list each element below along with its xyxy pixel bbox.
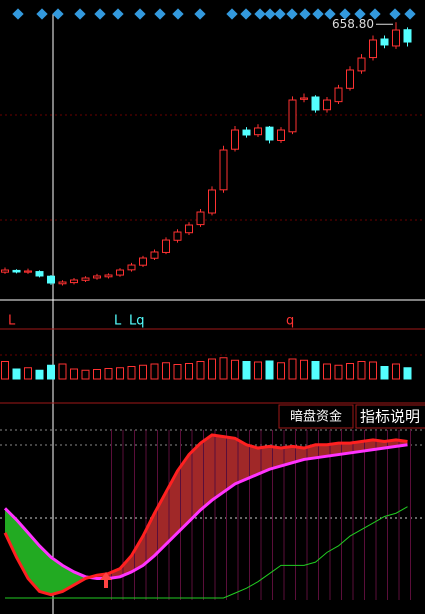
volume-bar: [323, 363, 331, 380]
button[interactable]: [355, 404, 425, 429]
candle-body: [311, 96, 320, 111]
volume-bar: [242, 361, 251, 380]
candle-body: [24, 270, 32, 273]
marker-icon: [12, 8, 24, 20]
pattern-marker: Lq: [129, 314, 145, 329]
candle-body: [380, 38, 389, 46]
volume-bar: [93, 369, 101, 380]
button-label[interactable]: 指标说明: [360, 408, 420, 426]
volume-bar: [139, 364, 147, 380]
candle-body: [35, 271, 44, 277]
volume-bar: [254, 361, 262, 380]
candle-body: [254, 127, 262, 136]
pattern-marker: q: [286, 314, 294, 329]
candle-body: [1, 269, 9, 273]
volume-bar: [24, 367, 32, 380]
candle-body: [323, 99, 331, 111]
volume-bar: [127, 366, 136, 380]
candle-body: [392, 29, 400, 47]
marker-icon: [36, 8, 48, 20]
volume-bar: [208, 358, 216, 380]
volume-bar: [300, 359, 308, 380]
candle-body: [139, 257, 147, 266]
volume-bar: [185, 363, 193, 380]
volume-bar: [277, 362, 285, 380]
candle-body: [12, 269, 21, 273]
volume-bar: [1, 361, 9, 380]
candle-body: [116, 269, 124, 276]
volume-bar: [12, 368, 21, 380]
volume-bar: [104, 368, 113, 380]
band-fill: [212, 435, 224, 501]
candle-body: [47, 275, 55, 284]
volume-bar: [380, 366, 389, 380]
candle-body: [242, 129, 251, 136]
max-label: 658.80: [332, 17, 374, 31]
candle-body: [265, 126, 274, 141]
candle-body: [104, 274, 113, 278]
candle-body: [334, 87, 343, 103]
candle-body: [231, 129, 239, 150]
candle-body: [196, 211, 205, 226]
volume-bar: [70, 368, 78, 380]
volume-bar: [334, 364, 343, 380]
volume-bar: [81, 369, 90, 380]
band-fill: [16, 519, 28, 579]
button-label[interactable]: 暗盘资金: [290, 409, 342, 425]
band-fill: [28, 532, 40, 592]
volume-bar: [265, 360, 274, 380]
volume-bar: [162, 362, 170, 380]
candle-body: [150, 251, 159, 259]
volume-bar: [219, 357, 228, 380]
volume-bar: [58, 363, 67, 380]
volume-bar: [357, 361, 366, 380]
volume-bar: [392, 363, 400, 380]
volume-bar: [196, 361, 205, 380]
band-fill: [39, 545, 51, 595]
candle-body: [58, 281, 67, 285]
volume-bar: [47, 364, 55, 380]
volume-bar: [35, 369, 44, 380]
volume-bar: [403, 367, 412, 380]
candle-body: [277, 129, 285, 141]
signal-arrow: [100, 572, 112, 588]
pattern-marker: L: [8, 314, 16, 329]
indicator-line: [3, 433, 408, 597]
candle-body: [185, 224, 193, 234]
volume-bar: [116, 367, 124, 380]
volume-bar: [369, 361, 377, 380]
volume-bar: [311, 361, 320, 380]
candle-body: [162, 239, 170, 253]
volume-bar: [173, 364, 182, 380]
candle-body: [173, 231, 182, 241]
indicator-line: [5, 506, 408, 599]
candle-body: [288, 99, 297, 133]
grid: [0, 114, 425, 519]
candle-body: [127, 264, 136, 271]
band-fill: [5, 508, 17, 558]
candle-body: [357, 57, 366, 72]
band-fill: [200, 435, 212, 510]
candle-body: [81, 277, 90, 281]
volume-bar: [346, 363, 354, 380]
candle-body: [346, 69, 354, 89]
candle-body: [208, 189, 216, 214]
volume-bar: [288, 358, 297, 380]
candle-body: [300, 97, 308, 100]
candle-body: [70, 279, 78, 284]
marker-icon: [52, 8, 64, 20]
button[interactable]: [278, 404, 354, 429]
volume-bar: [231, 359, 239, 380]
pattern-marker: L: [114, 314, 122, 329]
candle-body: [219, 149, 228, 191]
candle-body: [93, 275, 101, 279]
volume-bar: [150, 363, 159, 380]
candle-body: [369, 39, 377, 59]
band-fill: [51, 557, 63, 595]
indicator-line: [3, 443, 408, 580]
candle-body: [403, 29, 412, 43]
